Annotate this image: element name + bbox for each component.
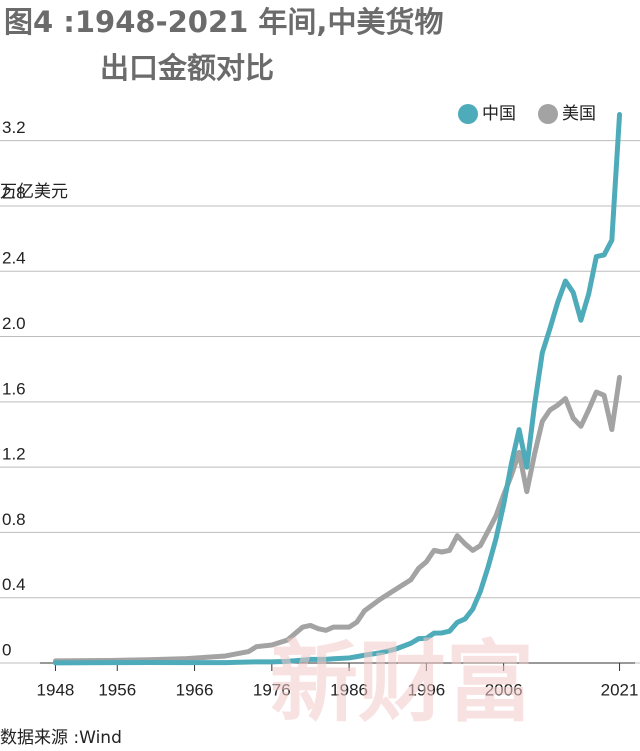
y-tick-label: 1.6 [2,379,26,398]
chart-title: 出口金额对比 [100,51,274,85]
source: 数据来源 :Wind [0,728,122,748]
y-tick-label: 0 [2,640,11,659]
watermark: 新财富 [270,630,534,734]
legend-marker [538,104,558,124]
x-tick-label: 2006 [485,680,523,699]
y-tick-label: 0.8 [2,510,26,529]
y-axis-label: 万亿美元 [0,182,68,202]
x-tick-label: 2021 [601,680,639,699]
legend-label: 中国 [482,104,516,124]
chart-title: 图4 :1948-2021 年间,中美货物 [4,5,443,39]
x-tick-label: 1956 [98,680,136,699]
legend-label: 美国 [562,104,596,124]
y-tick-label: 2.8 [2,183,26,202]
y-tick-label: 3.2 [2,118,26,137]
x-tick-label: 1996 [407,680,445,699]
x-tick-label: 1976 [253,680,291,699]
y-tick-label: 1.2 [2,445,26,464]
series-line [52,374,623,664]
x-tick-label: 1966 [176,680,214,699]
x-tick-label: 1948 [37,680,75,699]
y-tick-label: 2.0 [2,314,26,333]
y-tick-label: 0.4 [2,575,26,594]
x-tick-label: 1986 [330,680,368,699]
legend-marker [458,104,478,124]
y-tick-label: 2.4 [2,249,26,268]
series-line [52,112,623,666]
